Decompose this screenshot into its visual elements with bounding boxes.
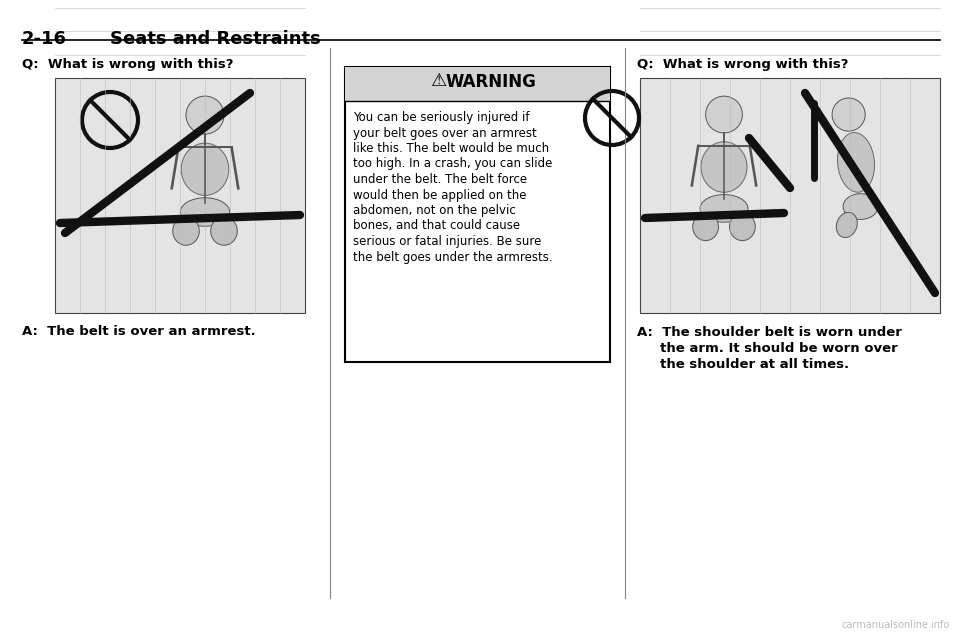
Bar [640,78,940,313]
Text: the shoulder at all times.: the shoulder at all times. [637,358,850,371]
Text: abdomen, not on the pelvic: abdomen, not on the pelvic [353,204,516,217]
Ellipse shape [701,142,747,193]
Text: ⚠: ⚠ [430,72,445,90]
Text: You can be seriously injured if: You can be seriously injured if [353,111,530,124]
Text: Q:  What is wrong with this?: Q: What is wrong with this? [22,58,233,71]
Text: 2-16: 2-16 [22,30,67,48]
Text: WARNING: WARNING [445,73,537,91]
Text: your belt goes over an armrest: your belt goes over an armrest [353,126,537,139]
Ellipse shape [837,132,875,192]
Ellipse shape [700,195,748,222]
Ellipse shape [181,143,228,195]
Text: Q:  What is wrong with this?: Q: What is wrong with this? [637,58,849,71]
Text: A:  The belt is over an armrest.: A: The belt is over an armrest. [22,325,255,338]
Text: the arm. It should be worn over: the arm. It should be worn over [637,342,898,355]
Circle shape [186,96,224,134]
Circle shape [832,98,865,131]
Text: under the belt. The belt force: under the belt. The belt force [353,173,527,186]
Ellipse shape [210,217,237,245]
Ellipse shape [843,194,878,220]
Text: Seats and Restraints: Seats and Restraints [110,30,321,48]
Ellipse shape [730,213,756,241]
Ellipse shape [693,213,718,241]
Text: A:  The shoulder belt is worn under: A: The shoulder belt is worn under [637,326,901,339]
Ellipse shape [180,198,229,226]
Ellipse shape [173,217,200,245]
Bar [345,67,610,101]
Bar [55,78,305,313]
Text: serious or fatal injuries. Be sure: serious or fatal injuries. Be sure [353,235,541,248]
Text: too high. In a crash, you can slide: too high. In a crash, you can slide [353,157,552,171]
Bar [345,67,610,362]
Circle shape [706,96,742,133]
Text: carmanualsonline.info: carmanualsonline.info [842,620,950,630]
Ellipse shape [836,213,857,238]
Text: would then be applied on the: would then be applied on the [353,189,526,202]
Text: bones, and that could cause: bones, and that could cause [353,220,520,232]
Text: the belt goes under the armrests.: the belt goes under the armrests. [353,250,553,263]
Text: like this. The belt would be much: like this. The belt would be much [353,142,549,155]
